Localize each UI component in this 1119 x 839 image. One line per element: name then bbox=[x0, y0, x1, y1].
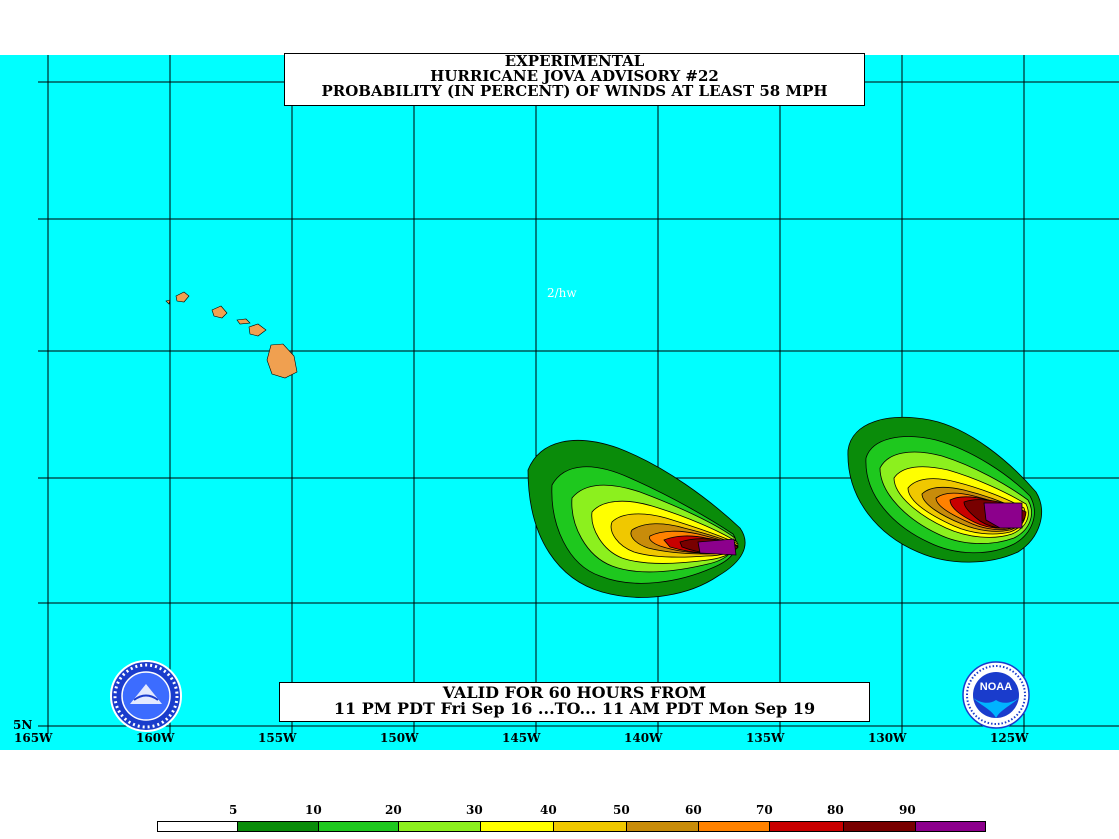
legend-label: 50 bbox=[613, 803, 630, 817]
legend-label: 30 bbox=[466, 803, 483, 817]
legend-swatch bbox=[157, 821, 238, 832]
legend-label: 5 bbox=[229, 803, 238, 817]
legend-label: 60 bbox=[685, 803, 702, 817]
legend-swatch bbox=[237, 821, 319, 832]
contour-90pct-east bbox=[983, 502, 1023, 529]
title-line-2: HURRICANE JOVA ADVISORY #22 bbox=[430, 67, 719, 85]
watermark-text: 2/hw bbox=[547, 286, 577, 300]
lon-label: 145W bbox=[502, 731, 541, 745]
lon-label: 130W bbox=[868, 731, 907, 745]
lat-label-5n: 5N bbox=[13, 718, 33, 732]
legend-label: 10 bbox=[305, 803, 322, 817]
lon-label: 140W bbox=[624, 731, 663, 745]
legend-swatch bbox=[398, 821, 481, 832]
legend-label: 70 bbox=[756, 803, 773, 817]
lon-label: 150W bbox=[380, 731, 419, 745]
ocean bbox=[0, 55, 1119, 750]
lon-label: 160W bbox=[136, 731, 175, 745]
noaa-logo-text: NOAA bbox=[980, 681, 1012, 693]
legend-swatch bbox=[626, 821, 699, 832]
legend-color-bar bbox=[157, 821, 986, 832]
legend-label: 90 bbox=[899, 803, 916, 817]
legend-swatch bbox=[553, 821, 627, 832]
legend-swatch bbox=[480, 821, 554, 832]
legend-swatch bbox=[318, 821, 399, 832]
nws-logo bbox=[110, 660, 182, 732]
noaa-logo: NOAA bbox=[962, 661, 1030, 729]
title-box: EXPERIMENTAL HURRICANE JOVA ADVISORY #22… bbox=[284, 53, 865, 106]
legend-label: 80 bbox=[827, 803, 844, 817]
lon-label: 125W bbox=[990, 731, 1029, 745]
legend-label: 40 bbox=[540, 803, 557, 817]
legend-swatch bbox=[915, 821, 986, 832]
valid-line-1: VALID FOR 60 HOURS FROM bbox=[442, 683, 707, 702]
contour-90pct-west bbox=[697, 538, 737, 556]
title-line-1: EXPERIMENTAL bbox=[504, 52, 645, 70]
jova-contours-west bbox=[527, 440, 746, 598]
hawaiian-islands bbox=[165, 291, 298, 379]
valid-line-2: 11 PM PDT Fri Sep 16 ...TO... 11 AM PDT … bbox=[333, 699, 816, 718]
legend-swatch bbox=[698, 821, 770, 832]
legend-label: 20 bbox=[385, 803, 402, 817]
lat-lon-grid bbox=[38, 55, 1119, 734]
lon-label: 165W bbox=[14, 731, 53, 745]
lon-label: 155W bbox=[258, 731, 297, 745]
legend-swatch bbox=[769, 821, 844, 832]
valid-box: VALID FOR 60 HOURS FROM 11 PM PDT Fri Se… bbox=[279, 682, 870, 722]
lon-label: 135W bbox=[746, 731, 785, 745]
title-line-3: PROBABILITY (IN PERCENT) OF WINDS AT LEA… bbox=[321, 82, 828, 100]
jova-contours-east bbox=[847, 417, 1042, 563]
legend-swatch bbox=[843, 821, 916, 832]
